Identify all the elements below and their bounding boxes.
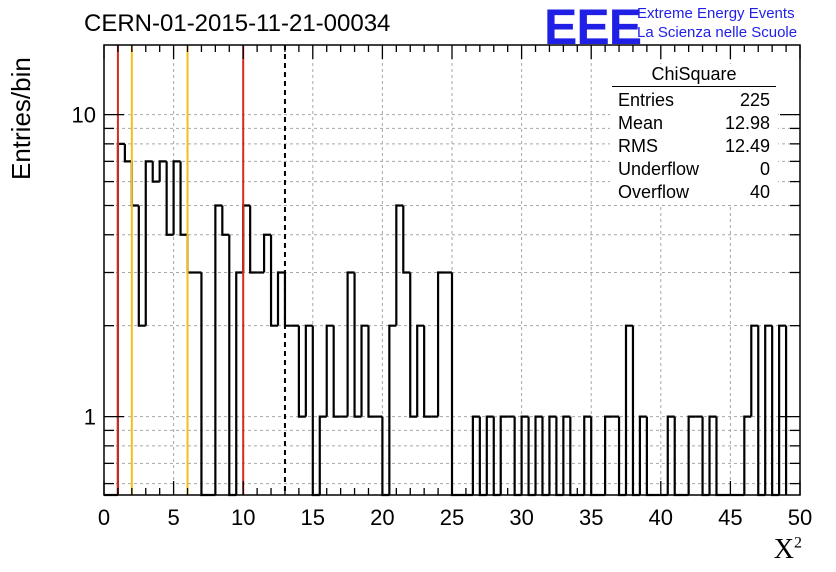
axis-ticks — [103, 45, 801, 495]
histogram-bin — [388, 324, 397, 495]
histogram-bin — [214, 204, 223, 495]
histogram-bin — [624, 324, 633, 495]
histogram-bin — [402, 205, 411, 274]
histogram-bin — [249, 205, 258, 274]
x-axis-label: X2 — [773, 534, 802, 565]
histogram-bin — [346, 271, 355, 417]
histogram-bin — [353, 272, 362, 418]
stats-row-entries: Entries 225 — [610, 89, 778, 112]
histogram-bin — [137, 205, 146, 327]
y-tick-label: 1 — [84, 405, 96, 430]
logo-line-1: Extreme Energy Events — [637, 5, 795, 22]
histogram-bin — [416, 324, 425, 417]
x-tick-label: 35 — [579, 505, 603, 530]
histogram-bin — [276, 271, 285, 326]
stats-box: ChiSquare Entries 225 Mean 12.98 RMS 12.… — [610, 64, 778, 204]
histogram-bin — [778, 324, 787, 495]
x-tick-label: 10 — [231, 505, 255, 530]
eee-logo: EEE — [544, 0, 642, 55]
histogram-bin — [165, 161, 174, 236]
y-axis-label: Entries/bin — [6, 57, 36, 180]
histogram-bin — [297, 325, 306, 418]
histogram-bin — [666, 415, 675, 495]
chart-title: CERN-01-2015-11-21-00034 — [84, 10, 391, 37]
histogram-bin — [179, 161, 188, 236]
histogram-bin — [534, 415, 543, 495]
histogram-bin — [423, 325, 432, 418]
histogram-bin — [200, 272, 209, 497]
histogram-bin — [485, 415, 494, 495]
histogram-bin — [743, 415, 752, 495]
histogram-bin — [583, 415, 592, 495]
stats-row-rms: RMS 12.49 — [610, 135, 778, 158]
histogram-bin — [360, 324, 369, 417]
histogram-bin — [186, 234, 195, 274]
histogram-bin — [235, 271, 244, 495]
stats-label: Entries — [618, 90, 675, 110]
x-tick-label: 40 — [649, 505, 673, 530]
histogram-bin — [687, 415, 696, 495]
histogram-bin — [604, 415, 613, 495]
histogram-bin — [708, 415, 717, 495]
x-tick-label: 50 — [788, 505, 812, 530]
reference-lines — [116, 45, 286, 495]
stats-value: 0 — [759, 159, 770, 179]
histogram-bin — [520, 415, 529, 495]
histogram-bin — [764, 324, 773, 495]
stats-label: Mean — [618, 113, 664, 133]
x-tick-label: 25 — [440, 505, 464, 530]
logo-line-2: La Scienza nelle Scuole — [637, 24, 798, 41]
stats-row-underflow: Underflow 0 — [610, 158, 778, 181]
stats-title: ChiSquare — [612, 64, 776, 87]
stats-label: Underflow — [618, 159, 700, 179]
histogram-bin — [116, 142, 125, 495]
histogram-bin — [562, 415, 571, 495]
x-tick-label: 30 — [509, 505, 533, 530]
stats-row-overflow: Overflow 40 — [610, 181, 778, 204]
histogram-bin — [638, 415, 647, 495]
histogram-bin — [144, 160, 153, 326]
x-tick-label: 45 — [718, 505, 742, 530]
histogram-bin — [304, 324, 313, 417]
stats-value: 12.49 — [724, 136, 770, 156]
histogram-bin — [367, 325, 376, 418]
histogram-bin — [221, 205, 230, 236]
histogram-bin — [499, 415, 508, 495]
histogram-bin — [283, 272, 292, 327]
histogram-bin — [436, 271, 446, 417]
histogram-bin — [158, 160, 167, 182]
histogram-bin — [409, 272, 418, 418]
x-tick-label: 5 — [167, 505, 179, 530]
histogram-bin — [332, 325, 341, 418]
x-tick-label: 0 — [98, 505, 110, 530]
stats-value: 225 — [739, 90, 770, 110]
histogram-bin — [172, 160, 181, 235]
stats-label: RMS — [618, 136, 658, 156]
histogram-bin — [450, 272, 459, 497]
histogram-bin — [395, 204, 404, 326]
histogram-bin — [262, 233, 272, 273]
histogram-bin — [471, 415, 480, 495]
x-tick-label: 20 — [370, 505, 394, 530]
stats-label: Overflow — [618, 182, 690, 202]
histogram-bin — [750, 324, 759, 417]
y-tick-label: 10 — [72, 103, 96, 128]
x-tick-label: 15 — [301, 505, 325, 530]
histogram-bin — [123, 143, 132, 163]
stats-row-mean: Mean 12.98 — [610, 112, 778, 135]
histogram-bin — [318, 415, 327, 495]
histogram-bin — [325, 324, 334, 417]
stats-value: 12.98 — [724, 113, 770, 133]
stats-value: 40 — [749, 182, 770, 202]
tick-labels: 0 5 10 15 20 25 30 35 40 45 50 1 10 — [72, 103, 813, 530]
histogram-bin — [548, 415, 557, 495]
histogram-bin — [130, 161, 139, 207]
histogram-bin — [151, 161, 160, 183]
histogram-bin — [269, 234, 278, 327]
